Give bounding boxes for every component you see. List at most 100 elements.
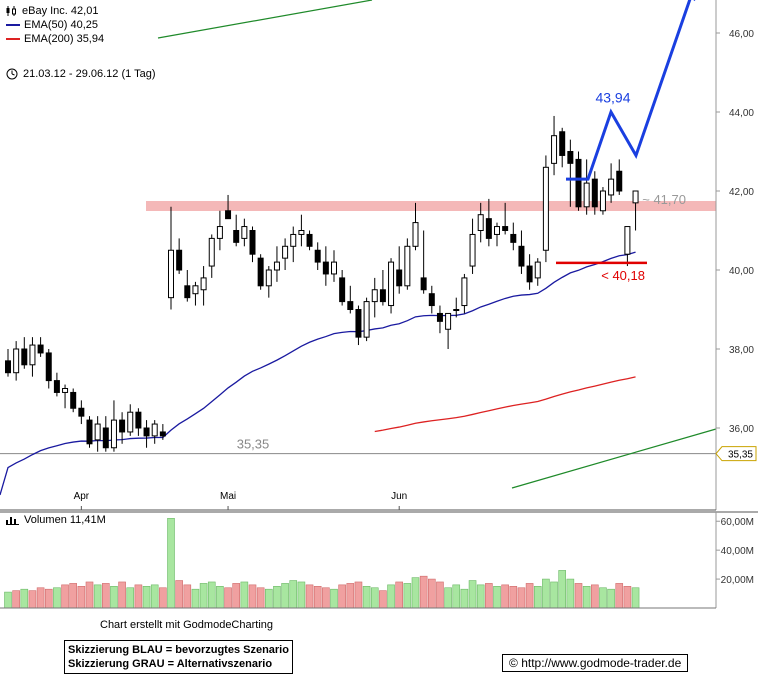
candle-body (135, 411, 142, 429)
price-axis: 36,0038,0040,0042,0044,0046,0047,0635,35… (0, 0, 757, 511)
volume-bar (631, 587, 640, 609)
y-tick-label: 38,00 (729, 345, 754, 356)
candle-body (477, 214, 484, 231)
candle-body (494, 226, 500, 235)
candle-body (143, 427, 150, 437)
website-url[interactable]: http://www.godmode-trader.de (521, 656, 682, 670)
candle (94, 416, 101, 452)
volume-bar (207, 581, 216, 609)
candle-body (518, 245, 525, 267)
scenario-sketch (556, 0, 696, 265)
volume-bar (20, 588, 29, 609)
volume-bar (468, 580, 477, 609)
candle (559, 127, 566, 168)
candle (526, 254, 533, 290)
candle-body (436, 312, 443, 322)
volume-bar (590, 584, 599, 609)
ema200-swatch (6, 38, 20, 40)
candle-body (298, 230, 305, 235)
candle-body (151, 423, 158, 437)
price-marker-bottom-label: 35,35 (728, 450, 753, 461)
candle (208, 234, 215, 278)
price-grid (0, 453, 716, 455)
candle (184, 270, 191, 302)
candle-body (282, 245, 289, 259)
volume-bar (607, 588, 615, 609)
volume-bar (550, 581, 558, 609)
candle (371, 277, 378, 318)
volume-bar (134, 584, 143, 609)
candle (551, 115, 558, 176)
candle (257, 254, 264, 290)
y-tick-label: 40,00 (729, 266, 754, 277)
candle (78, 400, 85, 425)
candle (135, 408, 142, 436)
volume-icon (6, 517, 19, 525)
candle (575, 151, 582, 211)
candle (339, 270, 346, 306)
candle (363, 297, 370, 342)
candle-body (208, 237, 215, 267)
ema50-label: EMA(50) 40,25 (24, 19, 98, 31)
volume-bar (281, 583, 289, 609)
candle (502, 202, 509, 235)
candle-body (347, 301, 354, 311)
website-link[interactable]: © http://www.godmode-trader.de (502, 654, 689, 672)
candle (453, 297, 460, 318)
candle (143, 420, 150, 448)
volume-bar (216, 586, 224, 609)
candle (477, 202, 484, 243)
candle (216, 210, 223, 251)
candle-body (591, 178, 598, 208)
volume-bar (582, 586, 591, 609)
volume-label: Volumen 11,41M (24, 514, 106, 526)
candle (5, 349, 11, 377)
volume-tick-label: 20,00M (721, 575, 754, 586)
candle-body (355, 309, 362, 338)
volume-bars: 20,00M 40,00M 60,00M (0, 511, 758, 609)
ema50-swatch (6, 24, 20, 26)
candle (461, 273, 468, 314)
volume-bar (175, 580, 183, 609)
volume-bar (452, 584, 461, 609)
candle-body (159, 431, 166, 437)
candle (485, 198, 492, 247)
candle-body (200, 277, 207, 291)
candle-body (5, 360, 11, 374)
candle-body (13, 348, 20, 374)
candle-body (257, 257, 264, 287)
chart-legend: eBay Inc. 42,01 EMA(50) 40,25 EMA(200) 3… (6, 4, 104, 46)
candle-body (404, 245, 411, 287)
volume-bar (224, 587, 232, 609)
chart-credit: Chart erstellt mit GodmodeCharting (100, 619, 274, 631)
volume-bar (110, 586, 118, 609)
candle (265, 266, 272, 298)
candle (616, 159, 623, 195)
candle-body (53, 380, 60, 393)
volume-bar (85, 581, 94, 609)
y-tick-label: 44,00 (729, 108, 754, 119)
candlesticks (5, 115, 639, 452)
intermediate-label: 43,94 (595, 89, 630, 105)
candle-body (233, 230, 240, 243)
x-tick-label: Jun (391, 491, 407, 502)
candle-body (249, 230, 256, 255)
volume-bar (28, 590, 37, 609)
candle-body (78, 407, 85, 417)
volume-bar (346, 583, 355, 609)
volume-bar (533, 586, 542, 609)
candle (494, 222, 500, 247)
volume-bar (574, 583, 583, 609)
volume-bar (12, 590, 20, 609)
candle (176, 238, 183, 274)
candle (53, 372, 60, 397)
volume-bar (248, 584, 257, 609)
candle-body (575, 158, 582, 208)
candle (379, 270, 386, 306)
candle-body (396, 269, 403, 287)
candle-body (273, 261, 280, 271)
volume-bar (419, 575, 428, 609)
candle-body (184, 285, 191, 299)
candle (282, 238, 289, 270)
candle (542, 155, 549, 263)
